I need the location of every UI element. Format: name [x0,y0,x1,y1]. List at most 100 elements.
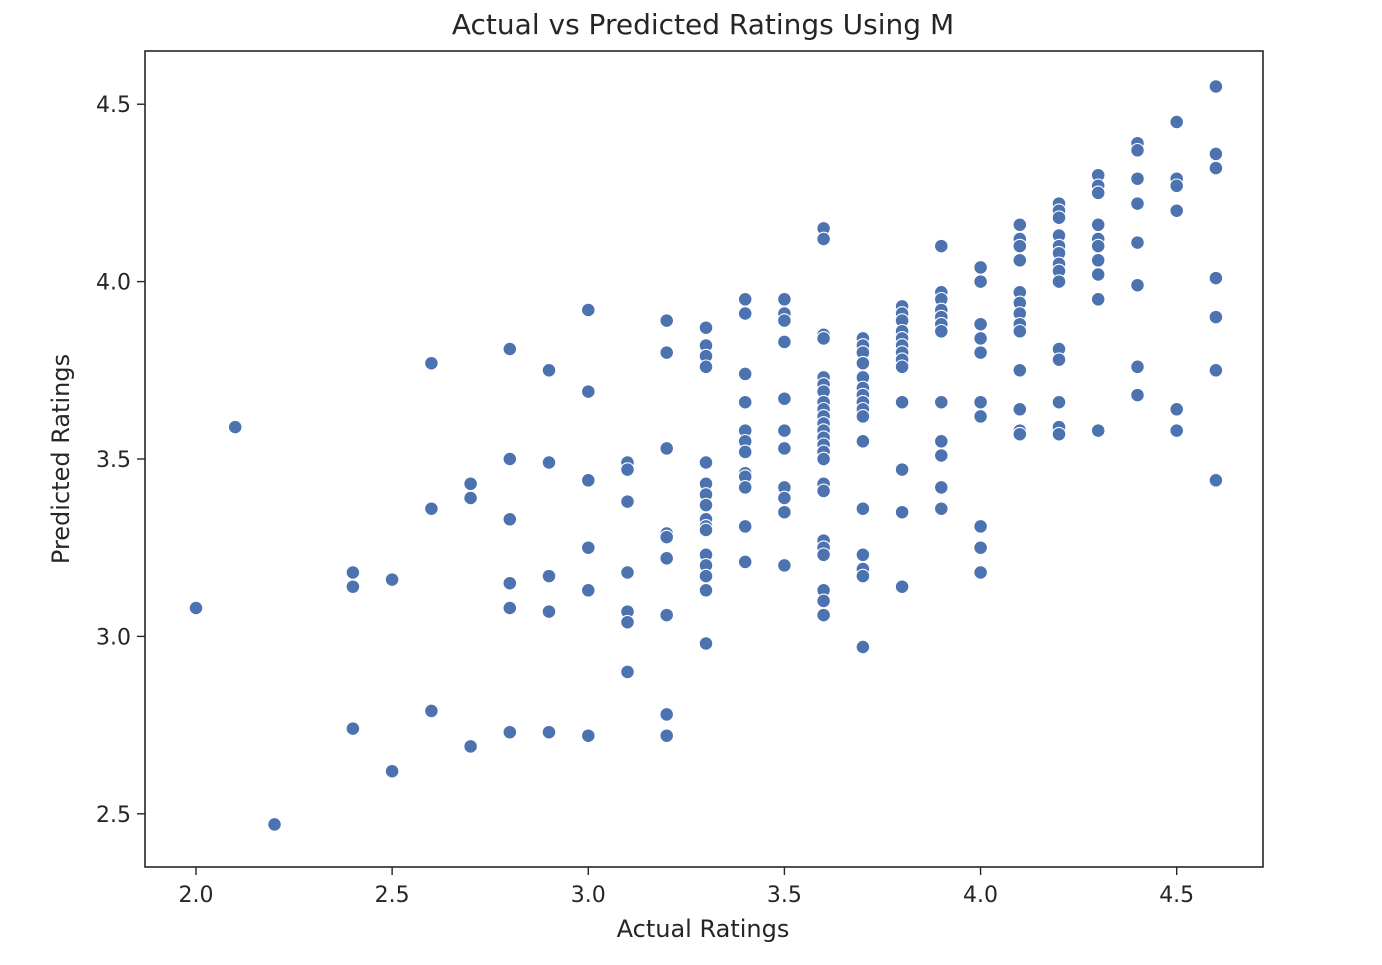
scatter-point [541,568,557,584]
scatter-point [1130,235,1145,250]
scatter-point [1012,252,1028,268]
y-tick-label: 4.5 [96,93,131,118]
scatter-point [1130,196,1145,211]
x-tick-label: 2.0 [178,883,213,908]
scatter-point [1208,270,1224,286]
scatter-point [620,565,635,580]
scatter-point [1090,238,1106,254]
scatter-point [659,313,675,328]
scatter-point [1130,171,1145,187]
scatter-point [816,331,831,346]
scatter-point [777,313,792,328]
scatter-point [933,501,949,517]
scatter-point [659,441,675,456]
scatter-point [502,575,518,591]
scatter-point [855,501,871,517]
scatter-point [816,547,831,563]
scatter-point [777,334,792,350]
scatter-point [777,391,792,407]
x-tick-label: 3.0 [571,883,606,908]
scatter-point [502,724,518,740]
scatter-point [541,455,557,470]
scatter-point [933,433,949,449]
scatter-point [698,636,714,651]
scatter-point [973,540,988,556]
scatter-point [580,540,596,556]
scatter-point [1012,238,1028,254]
scatter-point [973,519,988,534]
scatter-point [816,483,831,499]
scatter-point [659,345,675,360]
scatter-point [502,451,518,467]
scatter-point [659,607,675,623]
scatter-point [894,504,910,520]
scatter-point [1169,401,1185,417]
scatter-point [1012,323,1028,339]
scatter-point [580,384,596,399]
scatter-point [1130,387,1145,403]
scatter-point [855,568,871,584]
scatter-point [424,501,439,517]
scatter-point [737,554,753,570]
scatter-point [1208,160,1224,176]
scatter-point [855,547,871,563]
scatter-point [620,462,635,477]
y-axis: 2.5 3.0 3.5 4.0 4.5 [96,93,145,828]
scatter-point [1208,146,1224,162]
scatter-point [737,444,753,460]
scatter-point [698,320,714,336]
scatter-point [894,579,910,595]
scatter-point [894,394,910,410]
scatter-point [1208,472,1224,488]
x-tick-label: 4.5 [1159,883,1194,908]
scatter-point [737,394,753,410]
scatter-point [267,817,282,832]
scatter-point [1051,426,1067,442]
scatter-point [1208,362,1224,378]
scatter-point [777,291,792,307]
scatter-point [188,600,204,616]
scatter-point [1051,352,1067,368]
y-axis-label: Predicted Ratings [47,354,75,564]
scatter-point [620,494,635,509]
scatter-point [933,394,949,410]
y-tick-label: 2.5 [96,803,131,828]
scatter-point [345,565,361,580]
scatter-point [1090,217,1106,233]
scatter-point [933,323,949,339]
scatter-point [933,238,949,254]
scatter-point [698,455,714,470]
scatter-point [894,359,910,375]
scatter-point [659,728,675,744]
scatter-point [541,362,557,378]
scatter-point [580,582,596,598]
scatter-point [424,355,439,371]
scatter-point [737,480,753,495]
scatter-point [1051,394,1067,410]
scatter-point [698,359,714,375]
scatter-point [1169,423,1185,438]
scatter-point [659,707,675,722]
scatter-point [1169,114,1185,130]
scatter-point [737,306,753,321]
scatter-point [1208,309,1224,325]
scatter-point [424,703,439,719]
scatter-point [463,476,478,492]
scatter-point [973,274,988,289]
scatter-point [1169,203,1185,219]
scatter-point [1208,79,1224,94]
scatter-point [620,614,635,630]
scatter-point [855,433,871,449]
scatter-point [855,639,871,655]
scatter-point [816,451,831,467]
scatter-point [1090,252,1106,268]
scatter-point [1051,210,1067,226]
y-tick-label: 3.0 [96,625,131,650]
scatter-point [973,331,988,346]
scatter-point [1130,277,1145,293]
scatter-point [698,497,714,513]
scatter-point [816,231,831,247]
scatter-point [777,558,792,573]
